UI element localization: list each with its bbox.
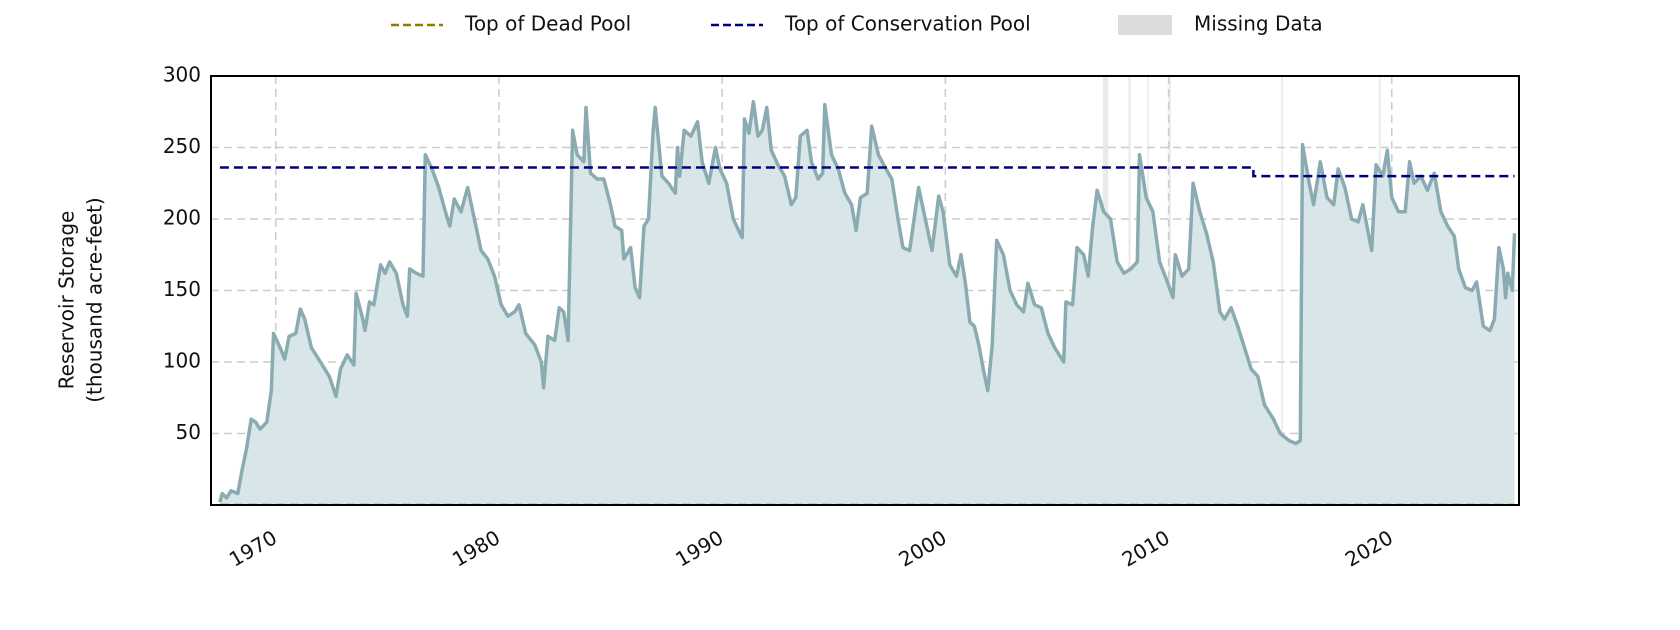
pool-line <box>219 166 1515 178</box>
x-tick-label: 2000 <box>895 525 951 571</box>
legend-label: Top of Conservation Pool <box>784 12 1031 36</box>
y-axis-label: Reservoir Storage <box>55 211 79 390</box>
legend-label: Top of Dead Pool <box>464 12 631 36</box>
x-tick-label: 1990 <box>671 525 727 571</box>
x-tick-label: 1980 <box>448 525 504 571</box>
storage-area <box>219 101 1515 505</box>
x-tick-label: 2020 <box>1341 525 1397 571</box>
y-tick-label: 250 <box>163 134 201 158</box>
y-tick-label: 150 <box>163 277 201 301</box>
x-tick-label: 2010 <box>1118 525 1174 571</box>
legend-swatch <box>1118 15 1172 35</box>
y-tick-label: 50 <box>176 420 201 444</box>
legend-label: Missing Data <box>1194 12 1323 36</box>
x-tick-label: 1970 <box>225 525 281 571</box>
y-tick-label: 300 <box>163 63 201 87</box>
y-tick-label: 200 <box>163 206 201 230</box>
y-axis-label: (thousand acre-feet) <box>83 197 107 403</box>
y-tick-label: 100 <box>163 349 201 373</box>
plot-frame <box>210 75 1520 506</box>
storage-line <box>218 99 1517 503</box>
plot-area <box>211 76 1519 505</box>
